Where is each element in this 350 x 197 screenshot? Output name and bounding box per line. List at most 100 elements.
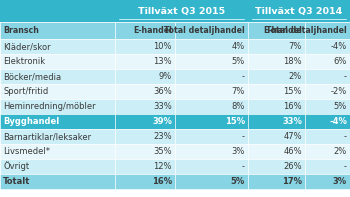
Text: 39%: 39% — [152, 117, 172, 126]
Bar — [305, 174, 350, 189]
Bar — [175, 129, 248, 144]
Bar — [305, 114, 350, 129]
Text: 9%: 9% — [159, 72, 172, 81]
Text: -: - — [344, 72, 347, 81]
Bar — [305, 144, 350, 159]
Text: 3%: 3% — [232, 147, 245, 156]
Text: 7%: 7% — [232, 87, 245, 96]
Text: -: - — [242, 132, 245, 141]
Bar — [248, 54, 305, 69]
Bar — [175, 174, 248, 189]
Bar — [248, 69, 305, 84]
Bar — [0, 22, 115, 39]
Bar — [115, 22, 175, 39]
Text: Bransch: Bransch — [3, 26, 39, 35]
Bar — [248, 84, 305, 99]
Text: -: - — [242, 162, 245, 171]
Text: 2%: 2% — [289, 72, 302, 81]
Bar — [0, 39, 115, 54]
Text: 13%: 13% — [153, 57, 172, 66]
Text: 2%: 2% — [334, 147, 347, 156]
Bar — [175, 54, 248, 69]
Bar — [305, 54, 350, 69]
Bar — [0, 144, 115, 159]
Text: 23%: 23% — [153, 132, 172, 141]
Text: 47%: 47% — [284, 132, 302, 141]
Bar — [248, 39, 305, 54]
Bar — [175, 114, 248, 129]
Bar — [175, 22, 248, 39]
Text: Tillväxt Q3 2014: Tillväxt Q3 2014 — [256, 7, 343, 16]
Bar — [305, 99, 350, 114]
Text: Totalt: Totalt — [3, 177, 30, 186]
Text: 18%: 18% — [284, 57, 302, 66]
Text: Bygghandel: Bygghandel — [3, 117, 59, 126]
Text: Tillväxt Q3 2015: Tillväxt Q3 2015 — [138, 7, 225, 16]
Bar — [115, 99, 175, 114]
Text: 5%: 5% — [231, 177, 245, 186]
Text: 16%: 16% — [152, 177, 172, 186]
Bar — [305, 129, 350, 144]
Bar — [175, 99, 248, 114]
Text: 26%: 26% — [284, 162, 302, 171]
Text: 33%: 33% — [153, 102, 172, 111]
Bar — [305, 39, 350, 54]
Text: 7%: 7% — [289, 42, 302, 51]
Bar — [305, 159, 350, 174]
Bar — [248, 99, 305, 114]
Bar — [115, 144, 175, 159]
Text: 6%: 6% — [334, 57, 347, 66]
Text: 36%: 36% — [153, 87, 172, 96]
Text: E-handel: E-handel — [133, 26, 172, 35]
Text: 12%: 12% — [154, 162, 172, 171]
Text: -4%: -4% — [329, 117, 347, 126]
Bar — [115, 69, 175, 84]
Bar — [115, 114, 175, 129]
Bar — [175, 159, 248, 174]
Bar — [0, 54, 115, 69]
Bar — [248, 144, 305, 159]
Bar — [175, 39, 248, 54]
Bar — [175, 144, 248, 159]
Text: 10%: 10% — [154, 42, 172, 51]
Text: Total detaljhandel: Total detaljhandel — [164, 26, 245, 35]
Text: Elektronik: Elektronik — [3, 57, 45, 66]
Text: 46%: 46% — [284, 147, 302, 156]
Text: 15%: 15% — [225, 117, 245, 126]
Bar — [0, 174, 115, 189]
Text: Kläder/skor: Kläder/skor — [3, 42, 51, 51]
Bar — [305, 22, 350, 39]
Text: -4%: -4% — [331, 42, 347, 51]
Bar — [248, 129, 305, 144]
Text: Livsmedel*: Livsmedel* — [3, 147, 50, 156]
Text: 15%: 15% — [284, 87, 302, 96]
Text: 3%: 3% — [333, 177, 347, 186]
Bar — [0, 129, 115, 144]
Bar — [0, 159, 115, 174]
Text: 5%: 5% — [334, 102, 347, 111]
Bar — [0, 84, 115, 99]
Text: 16%: 16% — [284, 102, 302, 111]
Text: 35%: 35% — [153, 147, 172, 156]
Bar — [0, 69, 115, 84]
Bar — [175, 84, 248, 99]
Text: 8%: 8% — [232, 102, 245, 111]
Bar — [175, 69, 248, 84]
Bar — [115, 54, 175, 69]
Text: -: - — [344, 162, 347, 171]
Bar — [248, 159, 305, 174]
Bar — [248, 174, 305, 189]
Text: Barnartiklar/leksaker: Barnartiklar/leksaker — [3, 132, 91, 141]
Bar — [305, 69, 350, 84]
Text: 33%: 33% — [282, 117, 302, 126]
Bar — [248, 114, 305, 129]
Bar — [248, 22, 305, 39]
Text: Total detaljhandel: Total detaljhandel — [266, 26, 347, 35]
Text: -: - — [344, 132, 347, 141]
Bar — [115, 84, 175, 99]
Bar — [0, 114, 115, 129]
Text: Böcker/media: Böcker/media — [3, 72, 61, 81]
Bar — [115, 129, 175, 144]
Text: Heminredning/möbler: Heminredning/möbler — [3, 102, 96, 111]
Text: -: - — [242, 72, 245, 81]
